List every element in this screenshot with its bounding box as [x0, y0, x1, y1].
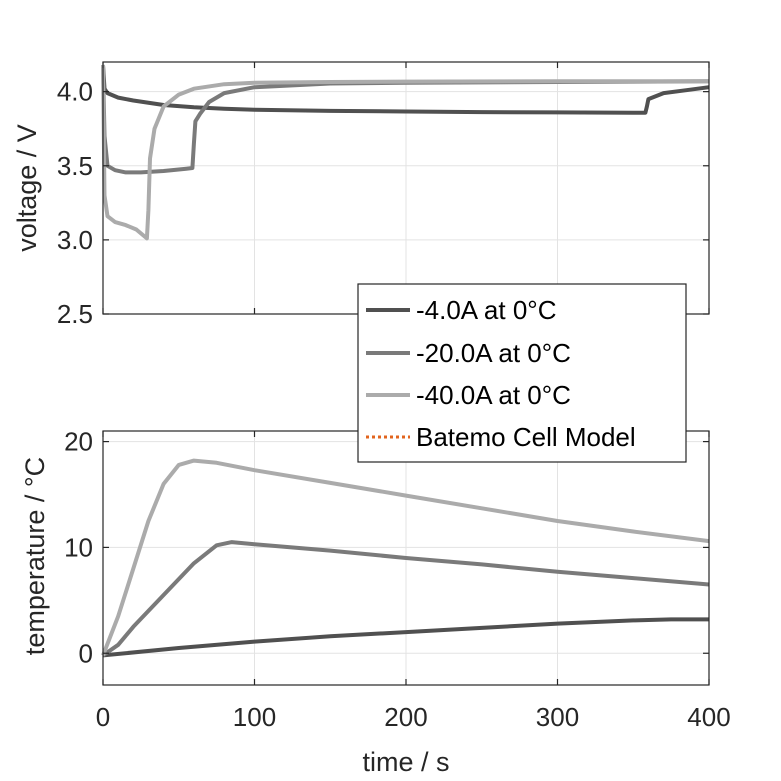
voltage-y-tick-label: 3.0 [57, 225, 93, 255]
legend-label-20a: -20.0A at 0°C [416, 338, 571, 368]
temperature-x-tick-label: 400 [687, 702, 730, 732]
voltage-y-tick-label: 2.5 [57, 299, 93, 329]
temperature-x-tick-label: 100 [233, 702, 276, 732]
temperature-series-0 [102, 617, 709, 658]
legend: -4.0A at 0°C -20.0A at 0°C -40.0A at 0°C… [357, 283, 687, 463]
temperature-y-tick-label: 0 [79, 638, 93, 668]
voltage-series-2 [101, 64, 709, 241]
legend-box [357, 283, 687, 463]
temperature-series-1 [101, 540, 710, 658]
temperature-series-2 [101, 458, 710, 657]
temperature-x-tick-label: 300 [536, 702, 579, 732]
voltage-series-0 [101, 64, 710, 115]
temperature-y-tick-label: 10 [64, 532, 93, 562]
legend-label-4a: -4.0A at 0°C [416, 295, 556, 325]
temperature-x-tick-label: 0 [96, 702, 110, 732]
temperature-x-tick-label: 200 [384, 702, 427, 732]
voltage-y-axis-label: voltage / V [12, 124, 42, 252]
temperature-y-tick-label: 20 [64, 427, 93, 457]
legend-label-40a: -40.0A at 0°C [416, 380, 571, 410]
temperature-y-axis-label: temperature / °C [20, 457, 50, 655]
legend-label-batemo: Batemo Cell Model [416, 422, 636, 452]
voltage-y-tick-label: 3.5 [57, 151, 93, 181]
x-axis-label: time / s [362, 747, 449, 777]
voltage-y-tick-label: 4.0 [57, 77, 93, 107]
